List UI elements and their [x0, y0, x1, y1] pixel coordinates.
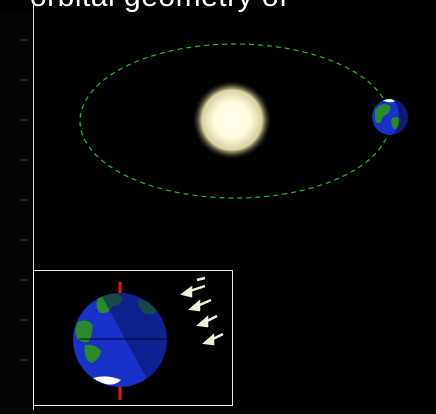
left-ruler-strip [0, 0, 33, 410]
sunlight-arrows [180, 276, 224, 346]
inset-earth-view [73, 276, 224, 400]
ruler-ticks [20, 39, 28, 361]
sun [192, 80, 272, 160]
large-earth [73, 293, 167, 387]
title-band: orbital geometry of [0, 0, 436, 14]
inset-panel [33, 270, 233, 406]
scene-viewport [33, 0, 436, 410]
page-title: orbital geometry of [30, 0, 288, 14]
earth-on-orbit [372, 99, 408, 135]
